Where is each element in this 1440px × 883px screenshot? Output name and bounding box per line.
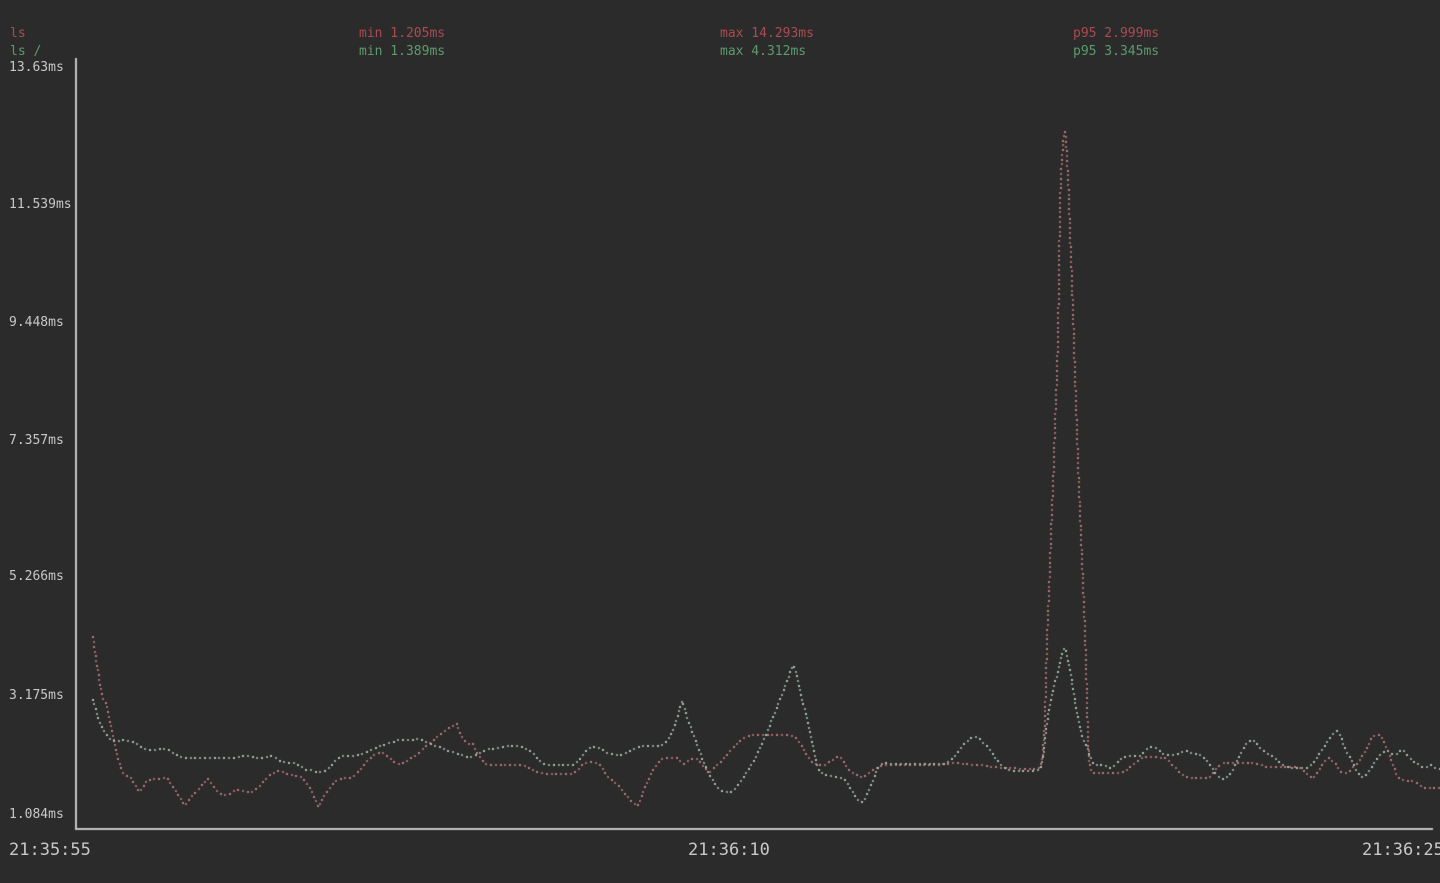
legend-min-stat: min 1.205ms bbox=[359, 26, 446, 41]
legend-max-stat: max 4.312ms bbox=[720, 44, 807, 59]
legend-min-stat: min 1.389ms bbox=[359, 44, 446, 59]
x-axis-tick: 21:35:55 bbox=[9, 840, 91, 860]
y-axis-tick: 7.357ms bbox=[9, 433, 64, 448]
legend-p95-stat: p95 2.999ms bbox=[1073, 26, 1160, 41]
legend-max-stat: max 14.293ms bbox=[720, 26, 814, 41]
legend-series-name: ls bbox=[10, 26, 26, 41]
x-axis-tick: 21:36:25 bbox=[1362, 840, 1440, 860]
y-axis-tick: 13.63ms bbox=[9, 60, 64, 75]
y-axis-tick: 3.175ms bbox=[9, 688, 64, 703]
legend-series-name: ls / bbox=[10, 44, 42, 59]
y-axis-tick: 11.539ms bbox=[9, 197, 72, 212]
legend-p95-stat: p95 3.345ms bbox=[1073, 44, 1160, 59]
y-axis-tick: 5.266ms bbox=[9, 569, 64, 584]
x-axis-tick: 21:36:10 bbox=[688, 840, 770, 860]
y-axis-tick: 9.448ms bbox=[9, 315, 64, 330]
y-axis-tick: 1.084ms bbox=[9, 807, 64, 822]
